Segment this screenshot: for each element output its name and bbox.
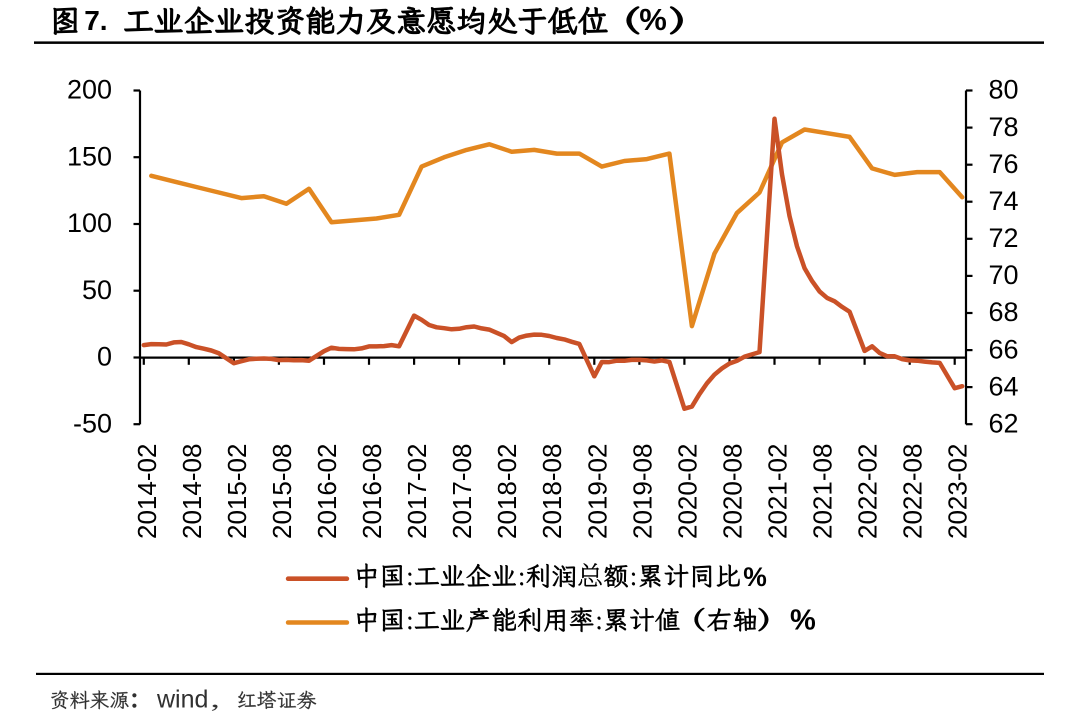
svg-text:50: 50 <box>82 275 112 305</box>
svg-text:76: 76 <box>989 149 1019 179</box>
svg-text:2018-02: 2018-02 <box>492 444 522 539</box>
svg-text:64: 64 <box>989 371 1019 401</box>
svg-text:66: 66 <box>989 334 1019 364</box>
svg-text:2018-08: 2018-08 <box>537 444 567 539</box>
svg-text:2022-08: 2022-08 <box>898 444 928 539</box>
svg-text:2020-08: 2020-08 <box>718 444 748 539</box>
svg-text:2021-02: 2021-02 <box>763 444 793 539</box>
svg-text:2014-08: 2014-08 <box>177 444 207 539</box>
svg-text:62: 62 <box>989 408 1019 438</box>
svg-text:wind: wind <box>156 686 208 714</box>
svg-text:200: 200 <box>67 75 112 105</box>
svg-text:2017-08: 2017-08 <box>447 444 477 539</box>
svg-text:100: 100 <box>67 208 112 238</box>
svg-text:80: 80 <box>989 75 1019 105</box>
svg-text:72: 72 <box>989 223 1019 253</box>
svg-text:2016-08: 2016-08 <box>357 444 387 539</box>
svg-text:70: 70 <box>989 260 1019 290</box>
svg-text:0: 0 <box>97 342 112 372</box>
svg-text:2019-08: 2019-08 <box>627 444 657 539</box>
svg-text:2017-02: 2017-02 <box>402 444 432 539</box>
svg-text:2015-08: 2015-08 <box>267 444 297 539</box>
svg-text:2023-02: 2023-02 <box>943 444 973 539</box>
svg-text:2020-02: 2020-02 <box>672 444 702 539</box>
svg-text:68: 68 <box>989 297 1019 327</box>
svg-text:2014-02: 2014-02 <box>132 444 162 539</box>
svg-text:%: % <box>743 562 767 592</box>
svg-text:2019-02: 2019-02 <box>582 444 612 539</box>
svg-text:%: % <box>790 605 816 637</box>
svg-text:2016-02: 2016-02 <box>312 444 342 539</box>
svg-text:2022-02: 2022-02 <box>853 444 883 539</box>
svg-text:2021-08: 2021-08 <box>808 444 838 539</box>
svg-text:-50: -50 <box>73 408 112 438</box>
svg-text:7.: 7. <box>84 5 107 36</box>
svg-text:78: 78 <box>989 112 1019 142</box>
svg-text:%: % <box>639 2 667 37</box>
svg-text:150: 150 <box>67 141 112 171</box>
svg-text:74: 74 <box>989 186 1019 216</box>
svg-text:2015-02: 2015-02 <box>222 444 252 539</box>
